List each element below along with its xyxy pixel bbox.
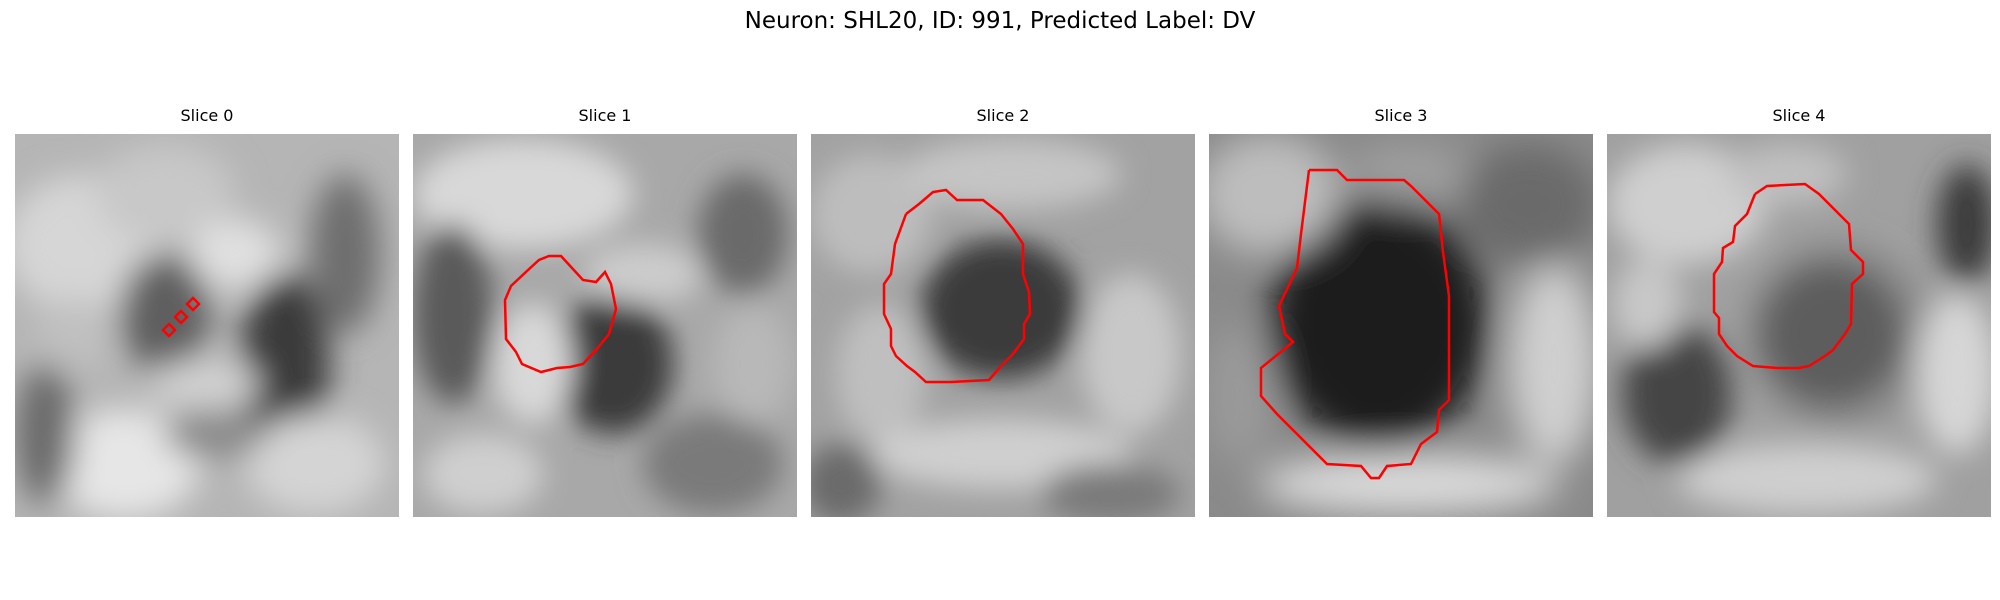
slice-title-4: Slice 4 <box>1772 106 1826 125</box>
slice-panel-0: Slice 0 <box>15 106 399 517</box>
slice-2-contour <box>882 188 1032 384</box>
slice-panel-3: Slice 3 <box>1209 106 1593 517</box>
slice-title-3: Slice 3 <box>1374 106 1428 125</box>
slice-image-4 <box>1607 134 1991 517</box>
slice-panel-2: Slice 2 <box>811 106 1195 517</box>
figure-title: Neuron: SHL20, ID: 991, Predicted Label:… <box>744 8 1256 34</box>
slice-image-1 <box>413 134 797 517</box>
slice-title-1: Slice 1 <box>578 106 632 125</box>
slice-image-2 <box>811 134 1195 517</box>
slice-panel-4: Slice 4 <box>1607 106 1991 517</box>
slice-image-0 <box>15 134 399 517</box>
slice-title-0: Slice 0 <box>180 106 234 125</box>
slice-1-contour <box>503 254 618 374</box>
slice-image-3 <box>1209 134 1593 517</box>
slice-title-2: Slice 2 <box>976 106 1030 125</box>
slice-0-contour <box>161 296 201 338</box>
slice-panel-1: Slice 1 <box>413 106 797 517</box>
slice-3-contour <box>1259 168 1451 480</box>
slice-4-contour <box>1712 182 1865 370</box>
